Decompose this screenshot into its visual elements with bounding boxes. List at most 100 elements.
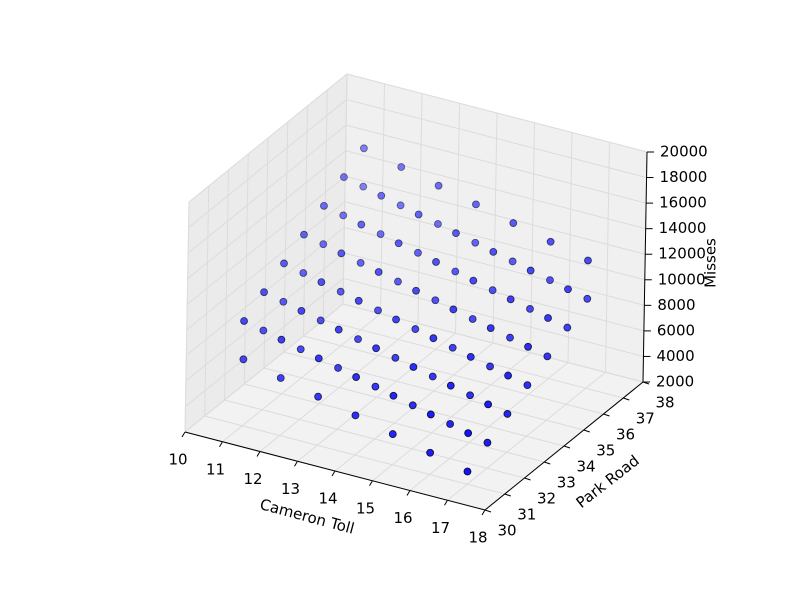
x-tick-label: 18 bbox=[468, 529, 487, 547]
y-tick-label: 37 bbox=[636, 410, 655, 428]
point bbox=[314, 354, 323, 363]
point bbox=[357, 220, 366, 229]
point bbox=[339, 211, 348, 220]
grid-line bbox=[342, 303, 644, 383]
point bbox=[394, 239, 403, 248]
point bbox=[526, 304, 534, 313]
point bbox=[354, 296, 363, 305]
point bbox=[546, 276, 554, 285]
tick-mark bbox=[444, 499, 448, 506]
grid-line bbox=[243, 153, 249, 385]
point bbox=[508, 257, 517, 266]
x-tick-label: 16 bbox=[393, 509, 412, 527]
point bbox=[563, 323, 572, 332]
tick-mark bbox=[294, 460, 298, 467]
grid-line bbox=[346, 73, 648, 153]
tick-mark bbox=[219, 441, 223, 448]
point bbox=[377, 191, 386, 200]
grid-line bbox=[344, 226, 645, 306]
grid-line bbox=[345, 150, 646, 230]
point bbox=[259, 326, 268, 335]
point bbox=[334, 325, 343, 334]
point bbox=[334, 364, 342, 372]
point bbox=[408, 401, 417, 410]
grid-line bbox=[345, 124, 647, 204]
point bbox=[464, 429, 473, 438]
point bbox=[448, 343, 457, 352]
z-tick-label: 12000 bbox=[658, 245, 706, 263]
point bbox=[452, 229, 460, 238]
grid-line bbox=[224, 169, 229, 401]
tick-mark bbox=[481, 509, 486, 516]
point bbox=[426, 448, 435, 457]
point bbox=[279, 297, 288, 306]
point bbox=[472, 200, 480, 209]
point bbox=[544, 314, 552, 322]
z-tick-label: 2000 bbox=[656, 373, 694, 391]
tick-mark bbox=[524, 477, 531, 481]
x-tick-label: 14 bbox=[318, 490, 337, 508]
point bbox=[240, 317, 248, 325]
tick-mark bbox=[544, 461, 551, 465]
point bbox=[489, 247, 498, 256]
point bbox=[546, 237, 555, 246]
x-axis-line bbox=[184, 431, 486, 511]
grid-line bbox=[417, 93, 423, 324]
point bbox=[484, 400, 493, 409]
grid-line bbox=[530, 122, 535, 353]
x-tick-label: 12 bbox=[243, 470, 262, 488]
x-tick-label: 15 bbox=[356, 499, 375, 517]
point bbox=[409, 363, 418, 371]
grid-line bbox=[188, 73, 348, 203]
grid-line bbox=[187, 150, 346, 280]
point bbox=[276, 374, 285, 382]
point bbox=[354, 335, 362, 344]
z-axis-label: Misses bbox=[702, 238, 720, 288]
grid-line bbox=[303, 335, 604, 415]
grid-line bbox=[186, 175, 346, 305]
point bbox=[389, 391, 398, 400]
point bbox=[360, 144, 368, 153]
point bbox=[543, 352, 552, 361]
point bbox=[483, 438, 492, 447]
point bbox=[300, 230, 308, 239]
point bbox=[446, 381, 455, 390]
point bbox=[506, 295, 515, 304]
point bbox=[434, 181, 443, 190]
x-tick-label: 10 bbox=[168, 451, 187, 469]
z-tick-label: 10000 bbox=[658, 270, 706, 288]
grid-line bbox=[187, 124, 347, 254]
point bbox=[371, 382, 380, 391]
grid-line bbox=[185, 252, 345, 382]
z-tick-label: 20000 bbox=[660, 143, 708, 161]
point bbox=[376, 230, 385, 239]
point bbox=[396, 201, 405, 210]
point bbox=[314, 392, 322, 401]
point bbox=[336, 287, 345, 296]
grid-line bbox=[346, 99, 647, 179]
x-tick-label: 11 bbox=[206, 460, 225, 478]
tick-mark bbox=[369, 480, 373, 487]
z-tick-label: 16000 bbox=[659, 194, 707, 212]
point bbox=[432, 258, 440, 266]
point bbox=[359, 182, 368, 191]
grid-line bbox=[344, 201, 645, 281]
point bbox=[488, 286, 497, 295]
point bbox=[486, 362, 494, 371]
z-tick-label: 4000 bbox=[656, 347, 694, 365]
y-tick-label: 35 bbox=[596, 442, 615, 460]
y-tick-label: 33 bbox=[557, 474, 576, 492]
point bbox=[584, 256, 592, 265]
y-tick-label: 36 bbox=[616, 426, 635, 444]
point bbox=[414, 248, 422, 257]
point bbox=[431, 296, 440, 305]
grid-line bbox=[303, 105, 308, 337]
point bbox=[486, 324, 495, 333]
tick-mark bbox=[563, 445, 571, 449]
point bbox=[394, 277, 402, 286]
point bbox=[469, 276, 478, 285]
tick-mark bbox=[504, 493, 511, 497]
point bbox=[374, 268, 383, 276]
grid-line bbox=[188, 99, 347, 228]
point bbox=[239, 355, 248, 364]
